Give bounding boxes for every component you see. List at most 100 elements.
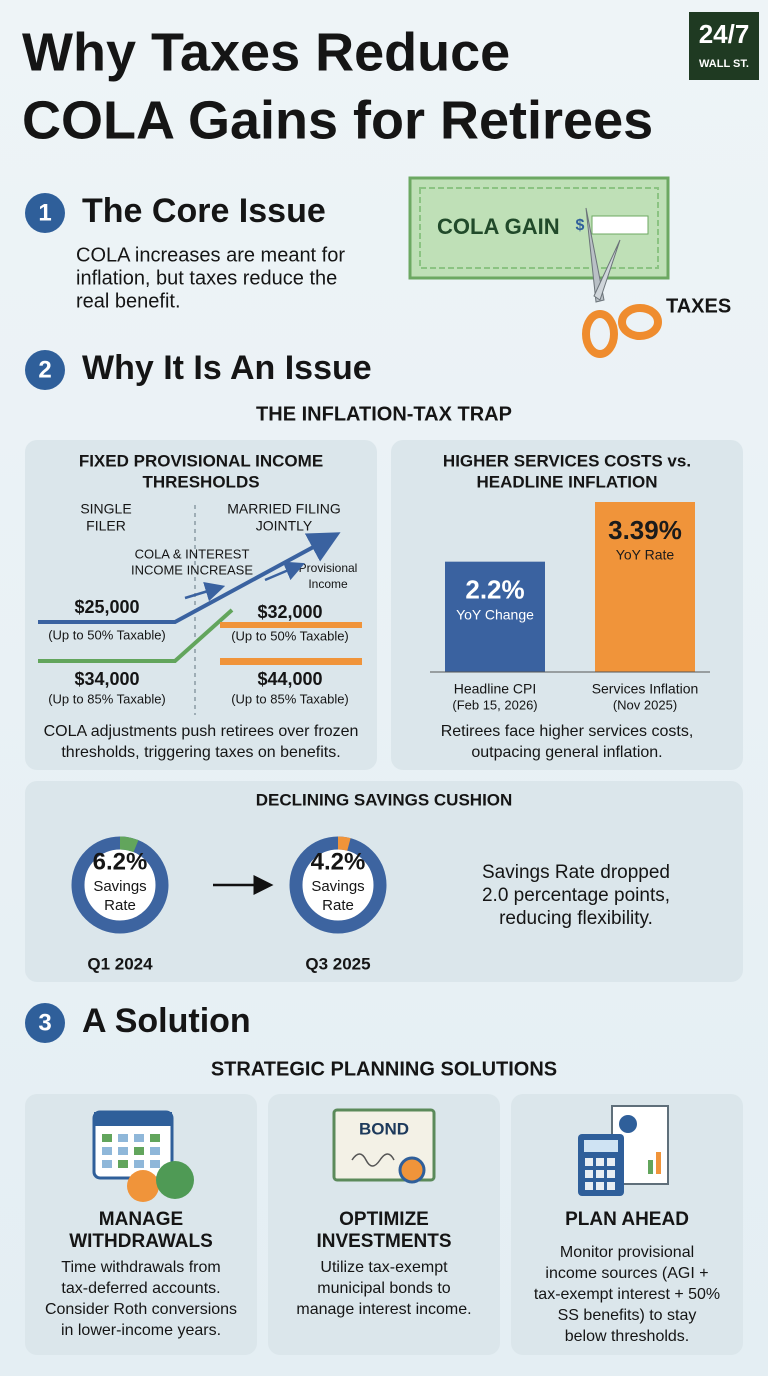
scissor-blade [593, 239, 621, 301]
subheading: THE INFLATION-TAX TRAP [256, 403, 512, 425]
card-title: OPTIMIZE [339, 1209, 429, 1230]
panel-title: FIXED PROVISIONAL INCOME [79, 451, 323, 470]
filer-label: SINGLE [80, 501, 131, 517]
savings-note: 2.0 percentage points, [482, 885, 670, 906]
filer-label: MARRIED FILING [227, 501, 341, 517]
calculator-key [596, 1182, 604, 1190]
body-text: real benefit. [76, 290, 181, 312]
money-bag [127, 1170, 159, 1202]
card-title: PLAN AHEAD [565, 1209, 689, 1230]
filer-label: JOINTLY [256, 518, 313, 534]
section-number: 1 [38, 199, 51, 226]
card-title: INVESTMENTS [316, 1231, 451, 1252]
calculator-key [596, 1170, 604, 1178]
category-label: Services Inflation [592, 681, 699, 697]
calendar-cell [118, 1147, 128, 1155]
calendar-cell [134, 1160, 144, 1168]
scissor-handle [618, 304, 662, 340]
threshold-bar [220, 622, 362, 628]
section-heading: The Core Issue [82, 192, 326, 230]
section-number: 3 [38, 1009, 51, 1036]
logo-text: 24/7 [699, 19, 750, 49]
calendar-cell [150, 1134, 160, 1142]
provisional-label: Provisional [299, 561, 358, 575]
body-text: COLA increases are meant for [76, 244, 345, 266]
card-body: in lower-income years. [61, 1322, 221, 1339]
increase-arrow [184, 582, 226, 602]
section-badge [25, 193, 65, 233]
category-note: (Feb 15, 2026) [452, 697, 537, 712]
bond-label: BOND [359, 1119, 409, 1138]
value-sublabel: YoY Rate [616, 547, 675, 563]
donut-slice [71, 836, 169, 934]
calendar-cell [118, 1160, 128, 1168]
bond-seal [398, 1156, 426, 1184]
body-text: inflation, but taxes reduce the [76, 267, 337, 289]
panel-caption: Retirees face higher services costs, [441, 723, 694, 740]
threshold-bar [220, 658, 362, 665]
panel-caption: COLA adjustments push retirees over froz… [44, 723, 359, 740]
section-badge [25, 350, 65, 390]
subheading: STRATEGIC PLANNING SOLUTIONS [211, 1058, 557, 1080]
card-body: Consider Roth conversions [45, 1301, 237, 1318]
increase-label: INCOME INCREASE [131, 562, 253, 577]
title: Why Taxes Reduce [22, 22, 510, 82]
panel [25, 1094, 257, 1355]
calendar-cell [102, 1160, 112, 1168]
donut-label: Rate [322, 897, 354, 914]
panel-title: HEADLINE INFLATION [476, 472, 657, 491]
logo-text: WALL ST. [699, 58, 749, 70]
calculator-screen [584, 1140, 618, 1152]
panel-caption: thresholds, triggering taxes on benefits… [61, 744, 340, 761]
check-label: COLA GAIN [437, 214, 560, 239]
threshold-amount: $32,000 [257, 602, 322, 622]
calendar-cell [150, 1160, 160, 1168]
calendar-cell [102, 1147, 112, 1155]
value-label: 3.39% [608, 515, 682, 545]
check-border [419, 187, 659, 269]
increase-arrow [264, 561, 305, 582]
bond-signature [351, 1153, 395, 1167]
calendar-cell [118, 1134, 128, 1142]
savings-note: reducing flexibility. [499, 908, 653, 929]
panel [511, 1094, 743, 1355]
panel [25, 440, 377, 770]
calculator-key [607, 1158, 615, 1166]
calendar-top [94, 1112, 172, 1126]
calculator-key [596, 1158, 604, 1166]
value-sublabel: YoY Change [456, 606, 534, 622]
donut-value: 4.2% [311, 848, 366, 875]
card-body: Monitor provisional [560, 1244, 694, 1261]
calendar-cell [134, 1134, 144, 1142]
scissor-handle [582, 310, 618, 358]
report-bar [656, 1152, 661, 1174]
logo [689, 12, 759, 80]
bar [595, 502, 695, 672]
category-note: (Nov 2025) [613, 697, 677, 712]
section-heading: Why It Is An Issue [82, 349, 372, 387]
card-title: MANAGE [99, 1209, 183, 1230]
card-body: SS benefits) to stay [558, 1307, 697, 1324]
report-pie [619, 1115, 637, 1133]
card-body: tax-deferred accounts. [61, 1280, 220, 1297]
card-body: Time withdrawals from [61, 1259, 220, 1276]
savings-note: Savings Rate dropped [482, 862, 670, 883]
donut-value: 6.2% [93, 848, 148, 875]
report-bar [648, 1160, 653, 1174]
calendar-cell [102, 1134, 112, 1142]
money-bag [156, 1161, 194, 1199]
threshold-amount: $44,000 [257, 669, 322, 689]
threshold-amount: $25,000 [74, 597, 139, 617]
calculator-key [585, 1170, 593, 1178]
donut-category: Q3 2025 [305, 954, 370, 973]
threshold-note: (Up to 50% Taxable) [48, 627, 166, 642]
panel [268, 1094, 500, 1355]
section-number: 2 [38, 356, 51, 383]
title: COLA Gains for Retirees [22, 90, 653, 150]
threshold-note: (Up to 85% Taxable) [231, 691, 349, 706]
panel-caption: outpacing general inflation. [471, 744, 662, 761]
filer-label: FILER [86, 518, 126, 534]
card-body: municipal bonds to [317, 1280, 451, 1297]
